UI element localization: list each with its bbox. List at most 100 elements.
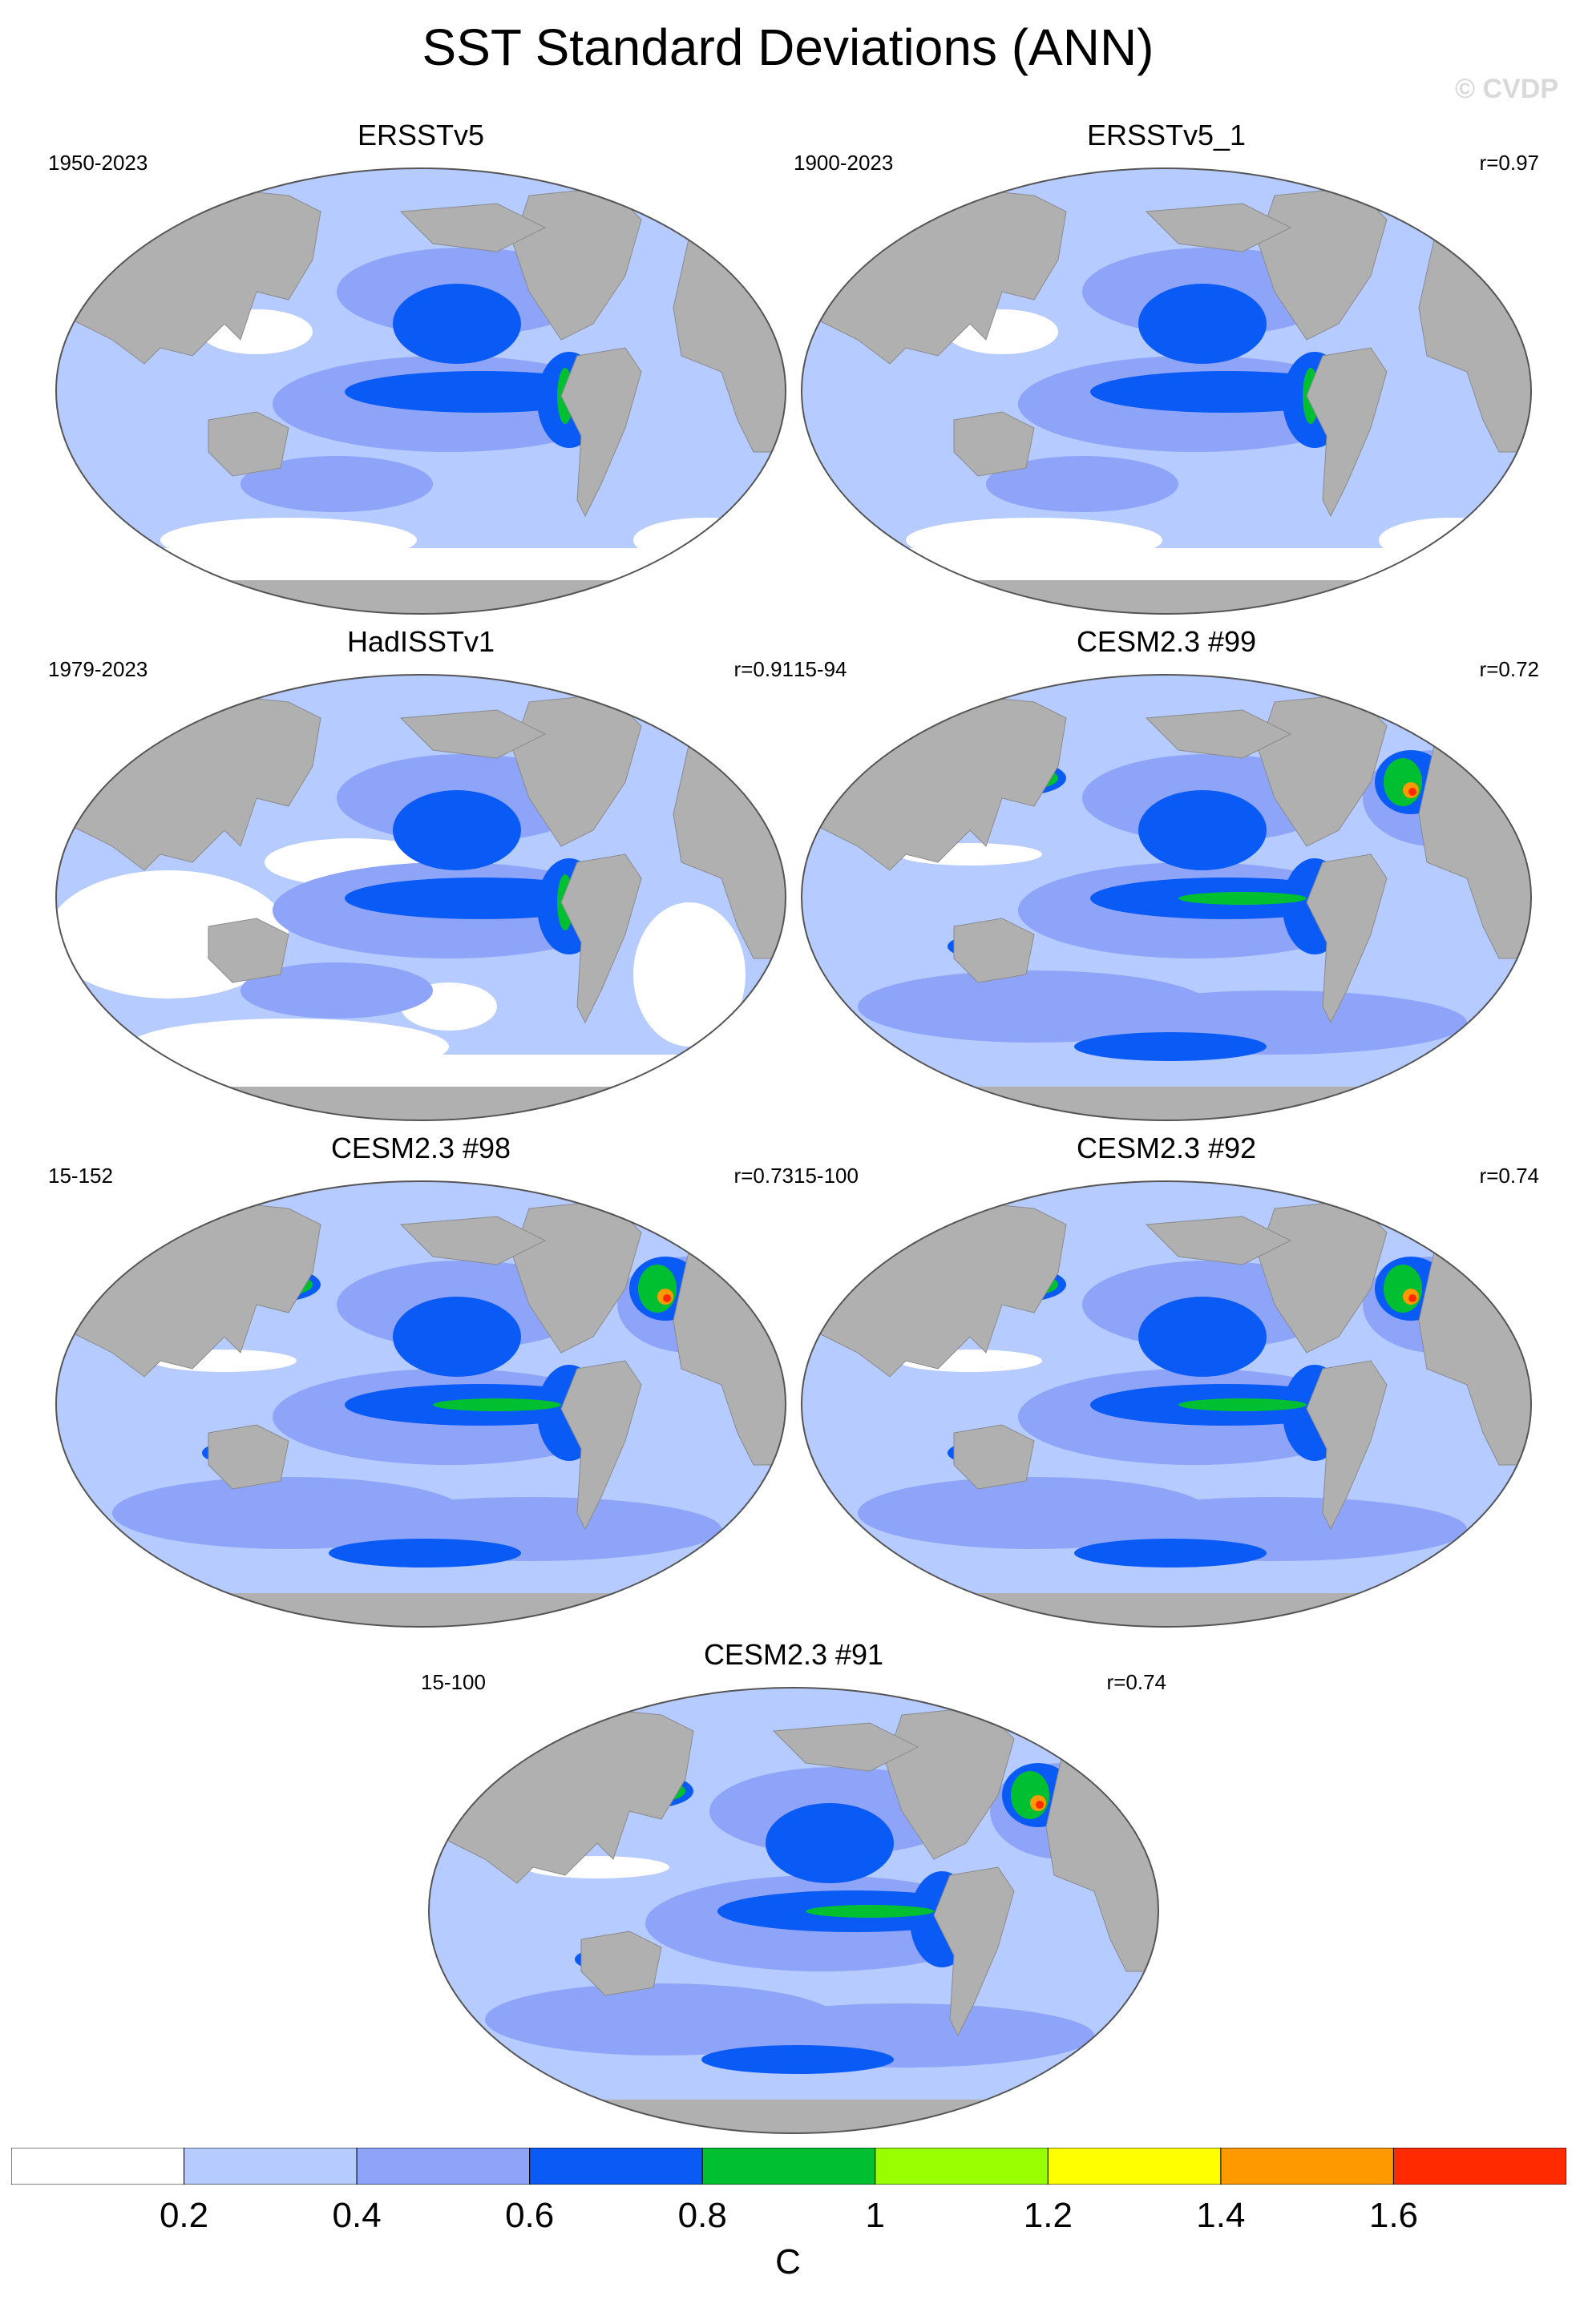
colorbar-tick-label: 0.2 bbox=[159, 2196, 209, 2235]
colorbar-segment bbox=[11, 2148, 185, 2185]
sst-contour-southern bbox=[56, 548, 786, 580]
sst-contour bbox=[806, 1905, 934, 1918]
land-mass bbox=[772, 1722, 919, 1772]
sst-contour bbox=[1011, 1771, 1049, 1819]
map-panel-ersstv5: ERSSTv5 1950-2023 bbox=[48, 119, 794, 615]
map-border bbox=[801, 674, 1532, 1121]
map-panel-cesm-91: CESM2.3 #91 15-100 r=0.74 bbox=[421, 1638, 1166, 2135]
panel-title: CESM2.3 #91 bbox=[703, 1638, 884, 1671]
sst-contour bbox=[1178, 892, 1307, 905]
sst-contour-southern bbox=[56, 1055, 786, 1087]
panel-period: 15-100 bbox=[794, 1164, 859, 1188]
map-panel-cesm-98: CESM2.3 #98 15-152 r=0.73 bbox=[48, 1132, 794, 1628]
panel-period: 15-100 bbox=[421, 1670, 486, 1694]
sst-map bbox=[801, 1180, 1532, 1628]
sst-contour bbox=[1130, 378, 1323, 397]
land-mass bbox=[953, 1424, 1035, 1490]
panel-period: 1900-2023 bbox=[794, 151, 894, 175]
sst-map bbox=[55, 167, 786, 615]
colorbar bbox=[11, 2148, 1566, 2185]
map-panel-cesm-99: CESM2.3 #99 15-94 r=0.72 bbox=[794, 625, 1539, 1122]
sst-contour bbox=[1138, 1297, 1267, 1377]
colorbar-segment bbox=[875, 2148, 1049, 2185]
sst-map bbox=[55, 1180, 786, 1628]
colorbar-segment bbox=[529, 2148, 703, 2185]
land-mass bbox=[1145, 203, 1292, 252]
colorbar-segment bbox=[184, 2148, 358, 2185]
land-mass bbox=[953, 918, 1035, 983]
sst-map bbox=[801, 674, 1532, 1121]
land-mass bbox=[802, 1087, 1531, 1120]
panel-title: ERSSTv5_1 bbox=[1086, 119, 1247, 151]
colorbar-segment bbox=[356, 2148, 531, 2185]
panel-period: 1950-2023 bbox=[48, 151, 148, 175]
land-mass bbox=[399, 1216, 547, 1265]
land-mass bbox=[56, 1087, 786, 1120]
land-mass bbox=[1145, 1216, 1292, 1265]
sst-contour bbox=[240, 962, 433, 1019]
land-mass bbox=[560, 853, 642, 1024]
sst-contour bbox=[329, 1539, 521, 1567]
panel-correlation: r=0.73 bbox=[733, 1164, 794, 1188]
panel-period: 15-152 bbox=[48, 1164, 113, 1188]
colorbar-segment bbox=[1047, 2148, 1222, 2185]
land-mass bbox=[1306, 853, 1388, 1024]
sst-contour bbox=[663, 1294, 671, 1302]
sst-contour bbox=[701, 2045, 894, 2074]
map-panel-ersstv5-1: ERSSTv5_1 1900-2023 r=0.97 bbox=[794, 119, 1539, 615]
land-mass bbox=[802, 580, 1531, 614]
sst-contour bbox=[385, 378, 577, 397]
colorbar-tick-label: 0.4 bbox=[332, 2196, 382, 2235]
panel-title: CESM2.3 #99 bbox=[1076, 625, 1257, 658]
land-mass bbox=[208, 1424, 289, 1490]
map-border bbox=[428, 1687, 1159, 2134]
colorbar-tick-label: 1 bbox=[865, 2196, 886, 2235]
colorbar-units: C bbox=[775, 2242, 801, 2282]
land-mass bbox=[56, 580, 786, 614]
sst-contour bbox=[1408, 788, 1416, 796]
colorbar-tick-label: 1.2 bbox=[1023, 2196, 1073, 2235]
panel-correlation: r=0.74 bbox=[1106, 1670, 1166, 1694]
land-mass bbox=[399, 203, 547, 252]
colorbar-tick-label: 1.6 bbox=[1368, 2196, 1419, 2235]
sst-contour bbox=[1074, 1539, 1267, 1567]
map-border bbox=[55, 1180, 786, 1628]
sst-contour bbox=[1384, 758, 1422, 806]
land-mass bbox=[560, 347, 642, 518]
land-mass bbox=[429, 2100, 1158, 2133]
sst-contour-low bbox=[633, 902, 746, 1047]
sst-contour bbox=[1074, 1032, 1267, 1061]
sst-contour bbox=[240, 456, 433, 512]
colorbar-segment bbox=[1220, 2148, 1394, 2185]
land-mass bbox=[1306, 1360, 1388, 1531]
sst-contour-southern bbox=[802, 548, 1531, 580]
land-mass bbox=[399, 709, 547, 759]
sst-map bbox=[55, 674, 786, 1121]
panel-period: 1979-2023 bbox=[48, 657, 148, 681]
sst-contour bbox=[393, 790, 521, 870]
land-mass bbox=[802, 1593, 1531, 1627]
panel-correlation: r=0.72 bbox=[1479, 657, 1539, 681]
map-border bbox=[55, 674, 786, 1121]
land-mass bbox=[1306, 347, 1388, 518]
panel-period: 15-94 bbox=[794, 657, 847, 681]
sst-contour bbox=[1138, 790, 1267, 870]
panel-correlation: r=0.97 bbox=[1479, 151, 1539, 175]
sst-contour bbox=[1384, 1265, 1422, 1313]
panel-title: ERSSTv5 bbox=[357, 119, 485, 151]
sst-contour bbox=[1036, 1801, 1044, 1809]
sst-contour bbox=[1408, 1294, 1416, 1302]
cvdp-watermark: © CVDP bbox=[1455, 74, 1558, 104]
sst-contour bbox=[385, 885, 577, 904]
panel-title: CESM2.3 #92 bbox=[1076, 1132, 1257, 1164]
sst-contour bbox=[433, 1398, 561, 1411]
land-mass bbox=[580, 1931, 662, 1996]
map-panel-cesm-92: CESM2.3 #92 15-100 r=0.74 bbox=[794, 1132, 1539, 1628]
land-mass bbox=[953, 411, 1035, 477]
sst-contour bbox=[393, 1297, 521, 1377]
map-border bbox=[801, 1180, 1532, 1628]
sst-contour bbox=[1178, 1398, 1307, 1411]
sst-map bbox=[801, 167, 1532, 615]
land-mass bbox=[208, 918, 289, 983]
colorbar-segment bbox=[701, 2148, 876, 2185]
